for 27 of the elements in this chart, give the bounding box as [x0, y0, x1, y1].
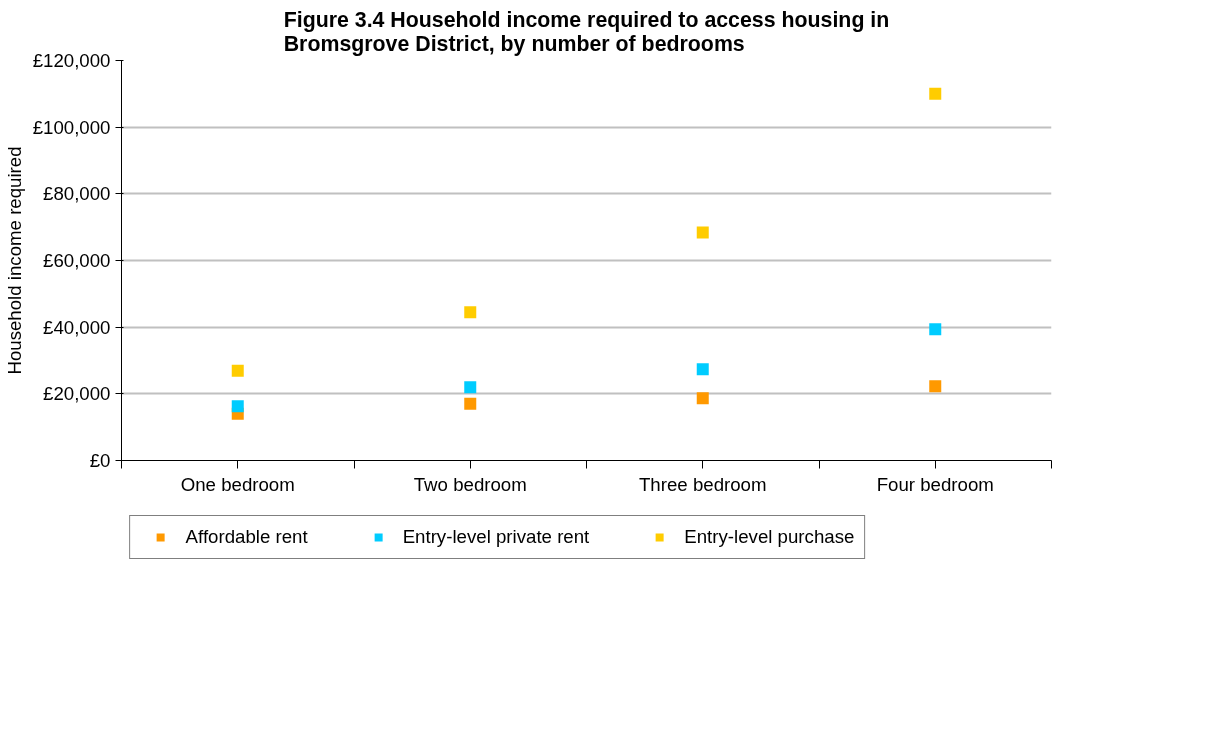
y-tick-label: £120,000	[32, 50, 111, 71]
point	[696, 392, 709, 405]
point	[929, 323, 942, 336]
point	[464, 381, 477, 394]
legend-label: Affordable rent	[185, 526, 308, 548]
x-tick-label: One bedroom	[180, 473, 295, 495]
y-tick-label: £40,000	[43, 316, 111, 338]
y-axis-title: Household income required	[3, 146, 25, 375]
legend-label: Entry-level private rent	[402, 526, 590, 548]
x-tick-label: Three bedroom	[638, 473, 767, 495]
point	[696, 363, 709, 376]
y-tick-label: £100,000	[32, 116, 111, 138]
point	[231, 400, 244, 413]
y-tick-label: £20,000	[43, 383, 111, 405]
point	[464, 306, 477, 319]
x-tick-label: Four bedroom	[876, 473, 994, 495]
y-tick-label: £0	[89, 450, 111, 471]
chart-title: Figure 3.4 Household income required to access housing in Bromsgrove District, by number of bedrooms	[283, 7, 890, 56]
y-tick-label: £80,000	[43, 183, 111, 205]
point	[929, 87, 942, 100]
x-tick-label: Two bedroom	[413, 473, 527, 495]
y-tick-label: £60,000	[43, 250, 111, 271]
point	[231, 364, 244, 377]
legend-label: Entry-level purchase	[684, 526, 855, 548]
point	[696, 226, 709, 239]
point	[929, 380, 942, 393]
point	[464, 397, 477, 410]
